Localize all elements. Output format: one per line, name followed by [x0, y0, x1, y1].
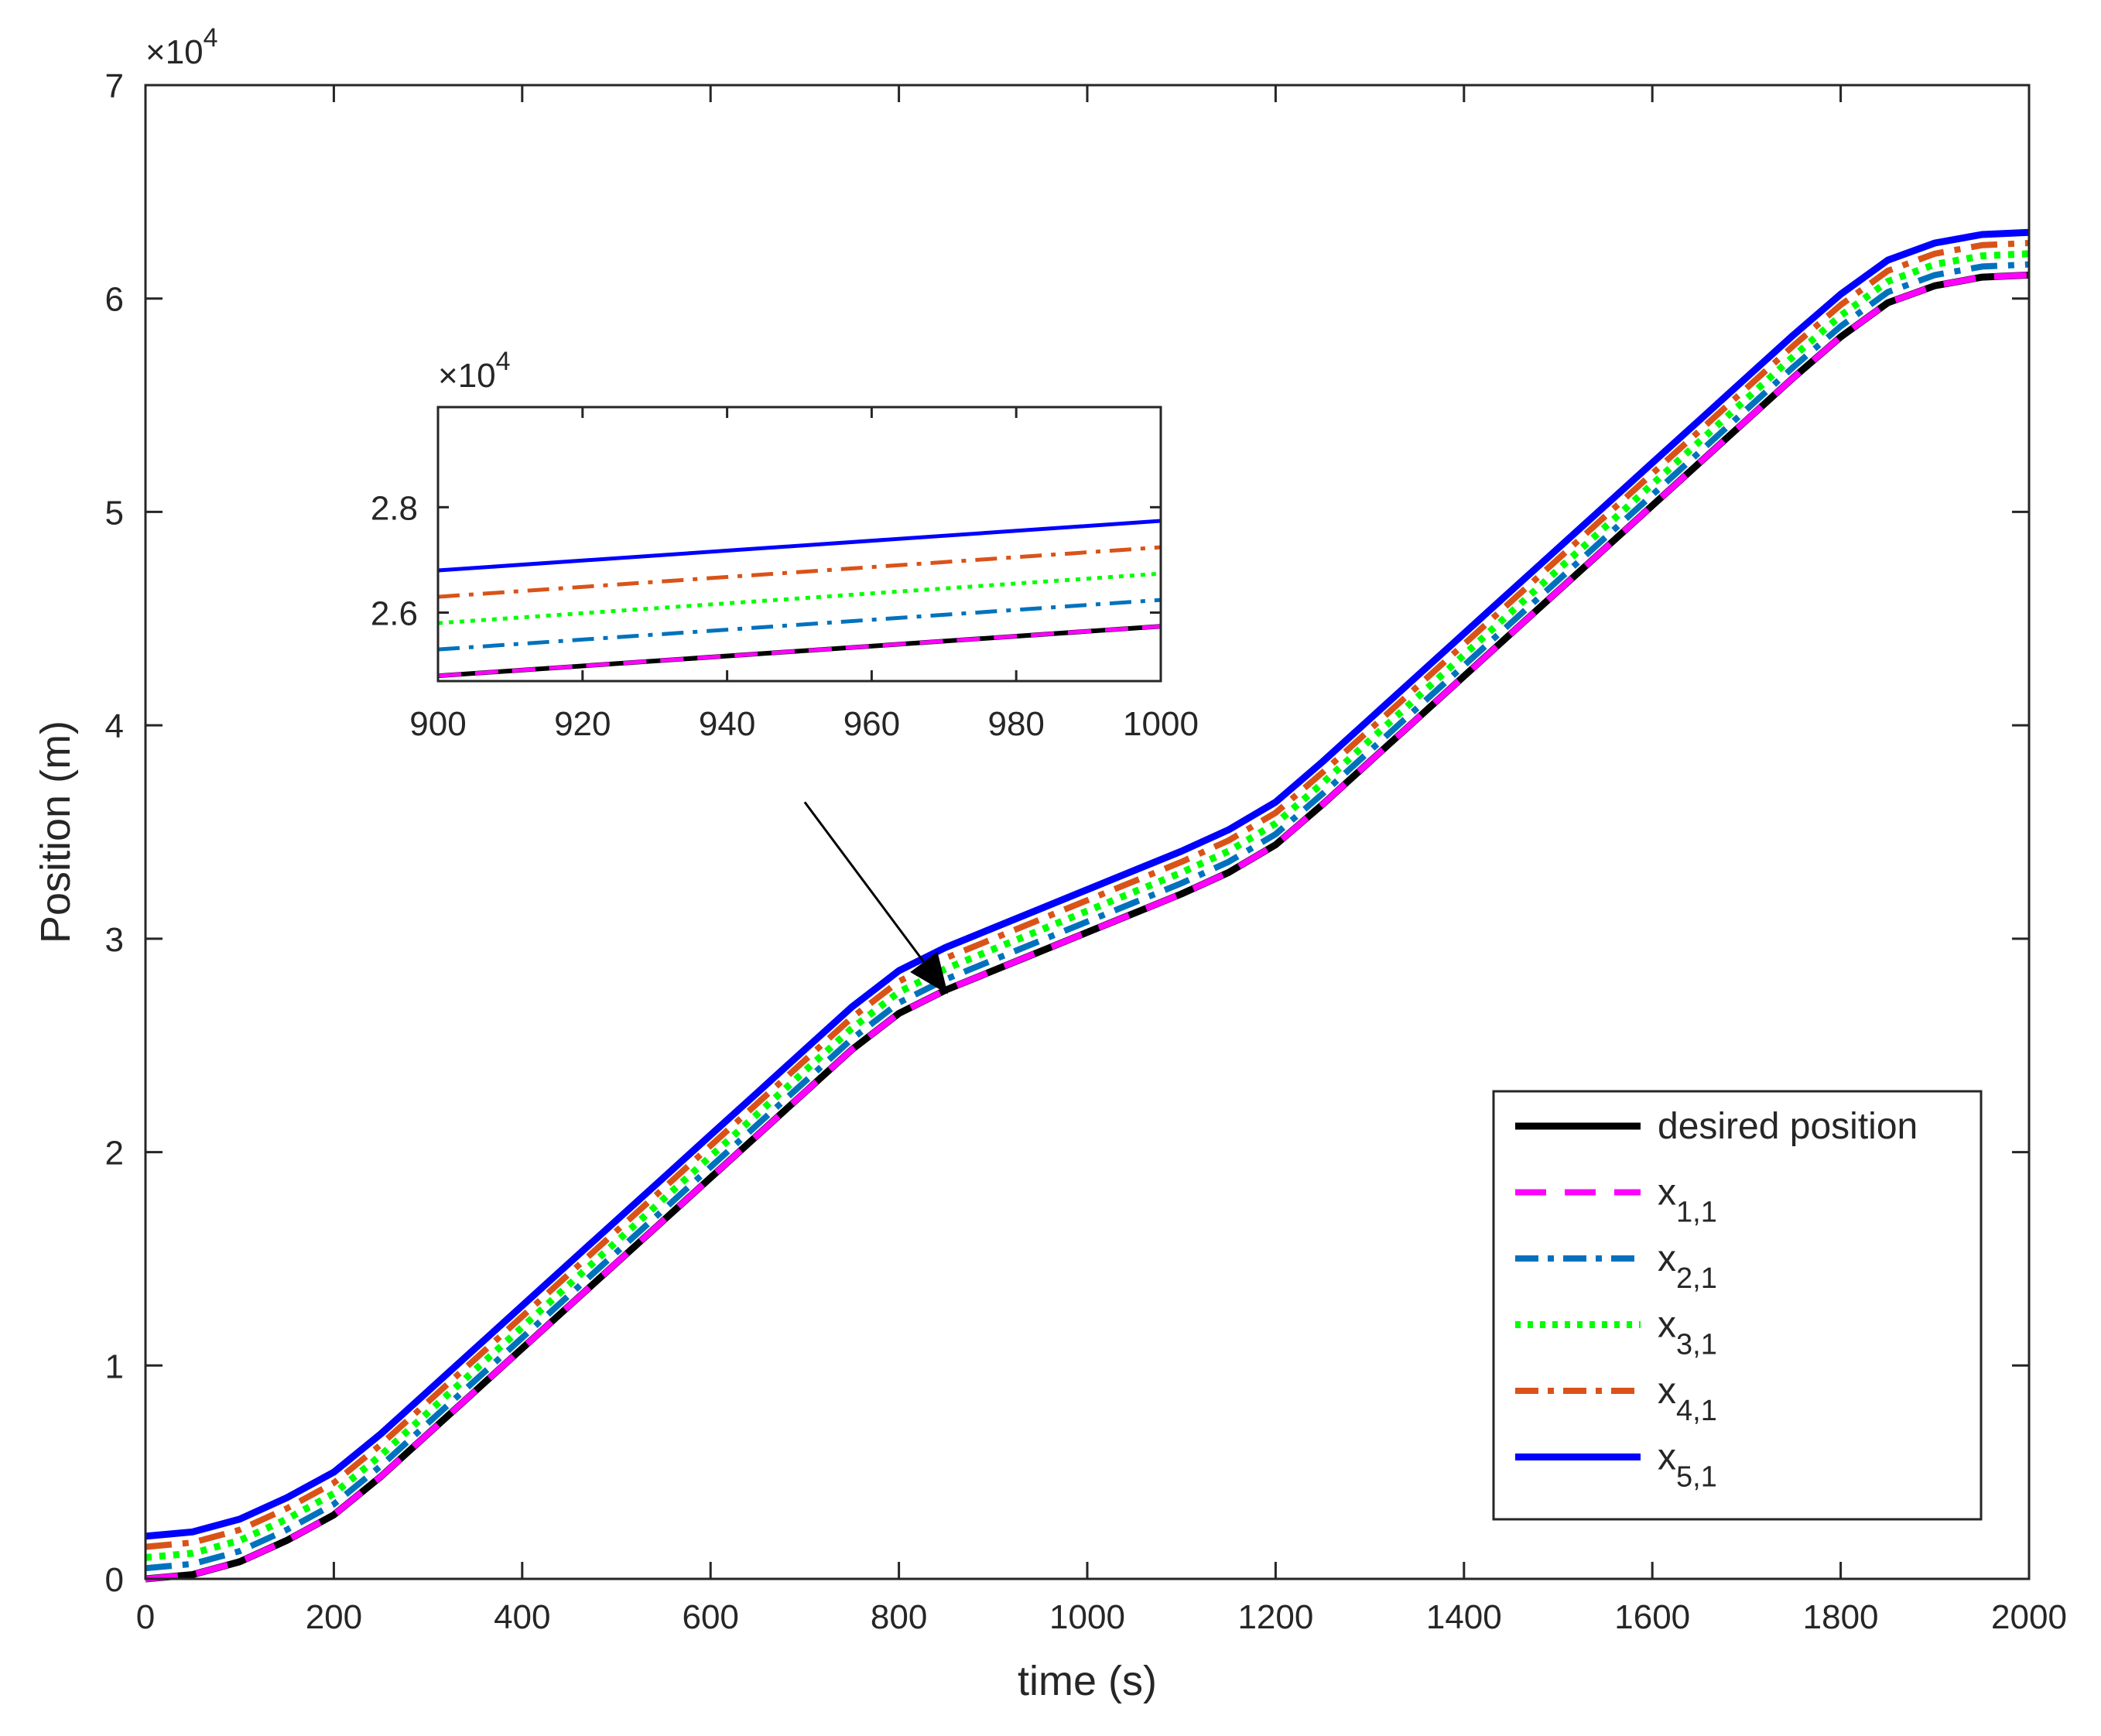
main-x-ticks: 0 200 400 600 800 1000 1200 1400 1600 1800 2000: [136, 85, 2067, 1636]
inset-y-exponent: ×104: [438, 347, 511, 395]
main-y-tick-label: 7: [105, 67, 124, 105]
inset-x-ticks: 900 920 940 960 980 1000: [409, 407, 1199, 743]
legend-label: x5,1: [1658, 1437, 1717, 1494]
main-x-tick-label: 1000: [1049, 1598, 1125, 1636]
main-y-exponent: ×104: [145, 23, 218, 71]
main-x-tick-label: 400: [494, 1598, 550, 1636]
inset-y-tick-label: 2.6: [371, 595, 418, 633]
arrow-head: [910, 951, 948, 995]
series-line-5: [145, 228, 2030, 1540]
inset-series-line-1: [437, 624, 1162, 678]
main-x-tick-label: 600: [682, 1598, 738, 1636]
main-y-tick-label: 5: [105, 494, 124, 532]
legend-label-base: x: [1658, 1238, 1676, 1279]
main-x-tick-label: 2000: [1991, 1598, 2067, 1636]
series-line-3: [145, 250, 2030, 1561]
inset-series-line-2: [437, 597, 1162, 652]
legend-label: desired position: [1658, 1106, 1918, 1147]
zoom-arrow: [803, 801, 948, 995]
main-y-tick-label: 1: [105, 1347, 124, 1385]
legend-label: x1,1: [1658, 1173, 1717, 1229]
inset-axes-frame: [436, 406, 1162, 683]
legend-label-base: x: [1658, 1173, 1676, 1214]
legend-label-base: x: [1658, 1305, 1676, 1346]
main-x-tick-label: 200: [306, 1598, 362, 1636]
legend-label-subscript: 3,1: [1676, 1329, 1717, 1361]
legend-box: [1492, 1090, 1983, 1521]
legend-label-subscript: 5,1: [1676, 1461, 1717, 1494]
inset-axes: 900 920 940 960 980 1000 2.6 2.8 ×104: [371, 347, 1199, 743]
arrow-shaft: [803, 801, 926, 963]
legend-label-subscript: 4,1: [1676, 1395, 1717, 1427]
main-x-tick-label: 1400: [1426, 1598, 1502, 1636]
inset-series-line-5: [437, 519, 1162, 573]
series-line-1: [145, 272, 2030, 1582]
inset-x-tick-label: 900: [409, 705, 466, 743]
main-y-tick-label: 4: [105, 707, 124, 745]
main-x-tick-label: 1600: [1614, 1598, 1690, 1636]
legend-item: desired position: [1515, 1106, 1918, 1147]
main-x-tick-label: 1800: [1803, 1598, 1879, 1636]
legend-label: x4,1: [1658, 1371, 1717, 1427]
legend-item: x2,1: [1515, 1238, 1717, 1295]
main-y-tick-label: 6: [105, 281, 124, 319]
series-line-4: [145, 240, 2030, 1550]
main-x-tick-label: 1200: [1237, 1598, 1313, 1636]
series-line-2: [145, 261, 2030, 1572]
inset-y-exponent-power: 4: [496, 347, 511, 376]
main-y-ticks: 0 1 2 3 4 5 6 7: [105, 67, 2029, 1599]
legend-label: x2,1: [1658, 1238, 1717, 1295]
inset-y-ticks: 2.6 2.8: [371, 489, 1161, 633]
main-y-tick-label: 3: [105, 921, 124, 959]
inset-series-line-4: [437, 545, 1162, 599]
inset-x-tick-label: 980: [987, 705, 1044, 743]
main-x-tick-label: 0: [136, 1598, 155, 1636]
legend-item: x3,1: [1515, 1305, 1717, 1361]
legend-item: x4,1: [1515, 1371, 1717, 1427]
legend-label-base: x: [1658, 1371, 1676, 1412]
main-y-tick-label: 0: [105, 1561, 124, 1599]
main-x-axis-label: time (s): [1018, 1658, 1157, 1704]
main-y-axis-label: Position (m): [33, 721, 79, 943]
main-y-exponent-base: ×10: [145, 33, 204, 71]
legend-label: x3,1: [1658, 1305, 1717, 1361]
main-y-tick-label: 2: [105, 1135, 124, 1173]
main-x-tick-label: 800: [871, 1598, 927, 1636]
legend-label-subscript: 2,1: [1676, 1262, 1717, 1295]
legend-label-subscript: 1,1: [1676, 1197, 1717, 1229]
inset-x-tick-label: 940: [699, 705, 755, 743]
legend-label-base: x: [1658, 1437, 1676, 1478]
legend-item: x1,1: [1515, 1173, 1717, 1229]
main-y-exponent-power: 4: [204, 23, 218, 53]
legend-item: x5,1: [1515, 1437, 1717, 1494]
main-axes: 0 200 400 600 800 1000 1200 1400 1600 1800 2000 0 1…: [33, 23, 2067, 1704]
inset-x-tick-label: 960: [843, 705, 900, 743]
inset-y-tick-label: 2.8: [371, 489, 418, 527]
inset-x-tick-label: 1000: [1123, 705, 1199, 743]
inset-y-exponent-base: ×10: [438, 357, 496, 395]
inset-series-group: [437, 519, 1162, 679]
main-series-group: [145, 228, 2030, 1583]
inset-series-line-3: [437, 571, 1162, 625]
inset-x-tick-label: 920: [554, 705, 611, 743]
